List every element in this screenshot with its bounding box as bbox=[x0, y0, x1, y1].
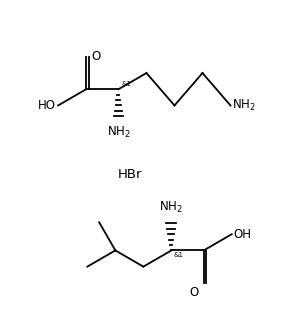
Text: &1: &1 bbox=[173, 252, 183, 258]
Text: OH: OH bbox=[234, 228, 252, 241]
Text: &1: &1 bbox=[121, 81, 132, 87]
Text: O: O bbox=[190, 286, 199, 299]
Text: NH$_2$: NH$_2$ bbox=[106, 125, 130, 140]
Text: NH$_2$: NH$_2$ bbox=[232, 98, 256, 113]
Text: HO: HO bbox=[38, 99, 56, 112]
Text: O: O bbox=[91, 50, 100, 63]
Text: NH$_2$: NH$_2$ bbox=[160, 200, 183, 215]
Text: HBr: HBr bbox=[118, 168, 142, 181]
